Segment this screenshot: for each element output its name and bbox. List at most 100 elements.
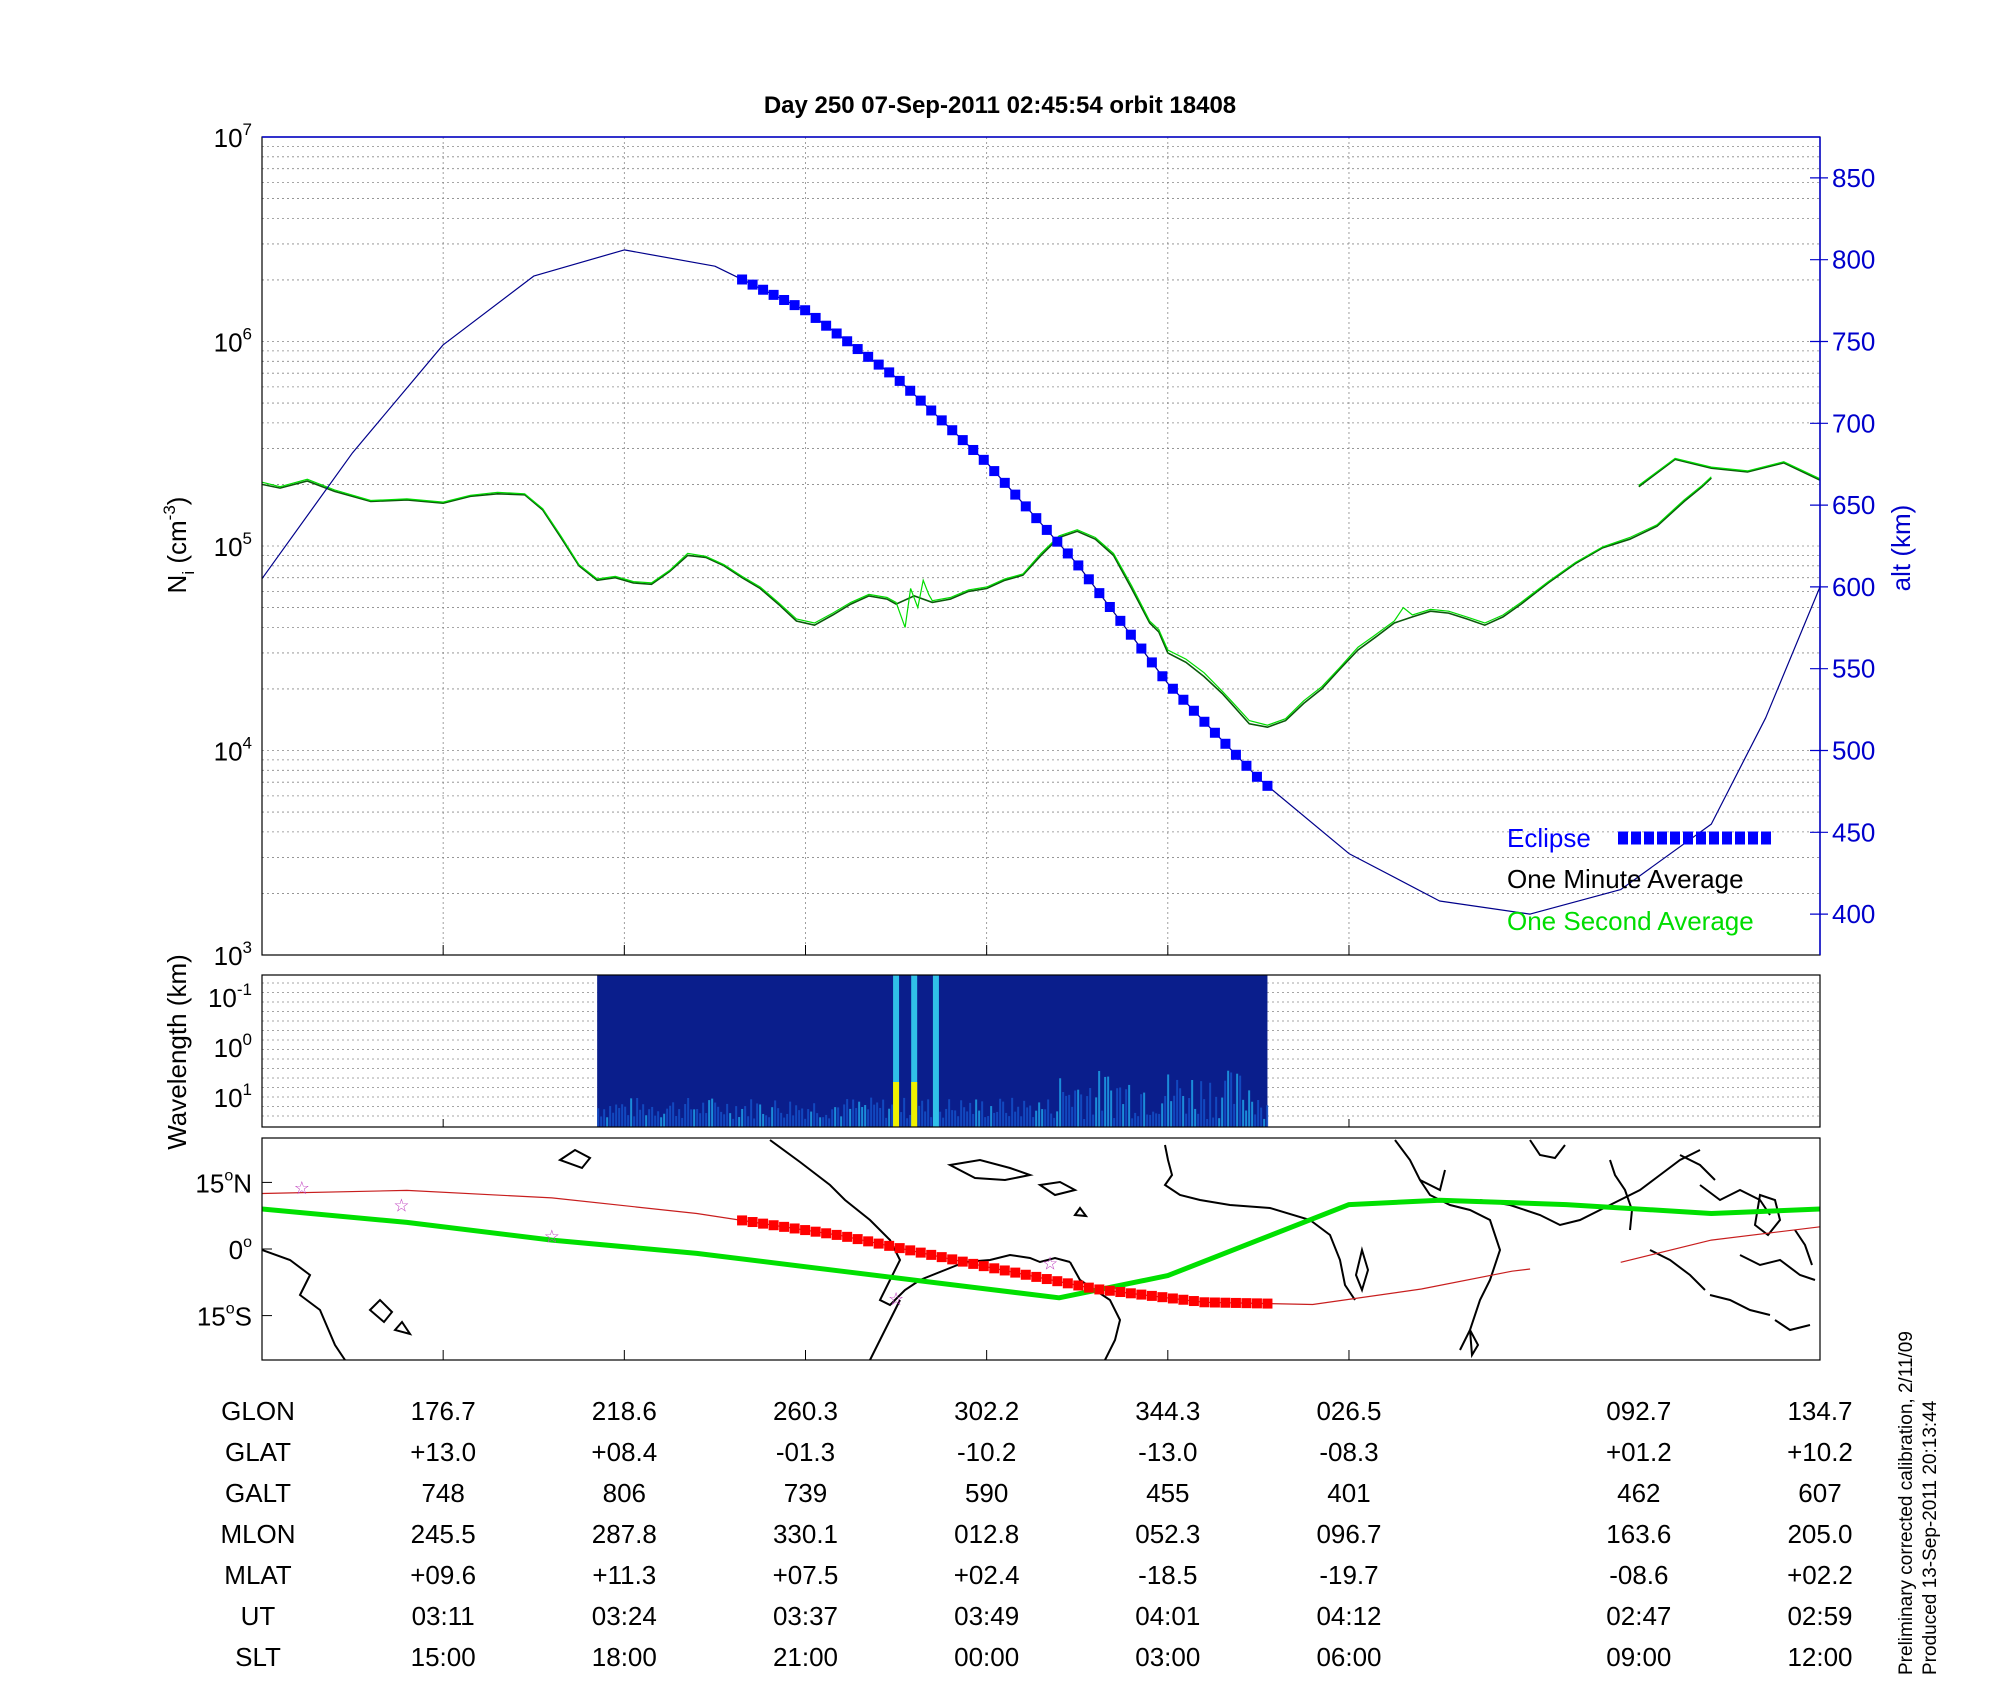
spectrogram-column xyxy=(882,1099,885,1127)
spectrogram-column xyxy=(609,1106,612,1127)
one-minute-average-line xyxy=(261,477,1712,729)
table-cell: 04:12 xyxy=(1316,1601,1381,1631)
spectrogram-column xyxy=(852,1099,855,1127)
eclipse-marker xyxy=(978,454,989,465)
y-tick-label: 104 xyxy=(214,734,252,767)
spectrogram-column xyxy=(1227,1070,1230,1127)
eclipse-marker xyxy=(1262,780,1273,791)
spectrogram-column xyxy=(1035,1110,1038,1127)
map-tracks: ☆ ☆ ☆ ☆ ☆ xyxy=(262,1178,1820,1309)
eclipse-marker xyxy=(1073,560,1084,571)
table-cell: 739 xyxy=(784,1478,827,1508)
eclipse-track-marker xyxy=(999,1265,1010,1276)
y-tick-exponent: 3 xyxy=(243,938,252,957)
spectrogram-column xyxy=(1233,1103,1236,1127)
spectrogram-column xyxy=(954,1110,957,1127)
map-y-tick-symbol: o xyxy=(243,1234,252,1251)
spectrogram-y-tick-base: 10 xyxy=(214,1083,243,1113)
table-cell: 052.3 xyxy=(1135,1519,1200,1549)
orbit-track-tail xyxy=(1620,1226,1820,1263)
spectrogram-column xyxy=(1260,1107,1263,1127)
spectrogram-column xyxy=(903,1097,906,1127)
spectrogram-column xyxy=(1182,1095,1185,1127)
spectrogram-column xyxy=(870,1097,873,1127)
spectrogram-column xyxy=(762,1113,765,1127)
spectrogram-y-tick-base: 10 xyxy=(208,983,237,1013)
spectrogram-column xyxy=(669,1105,672,1127)
table-row-label: UT xyxy=(241,1601,276,1631)
eclipse-track-marker xyxy=(1104,1285,1115,1296)
spectrogram-column xyxy=(1026,1107,1029,1127)
spectrogram-column xyxy=(1209,1082,1212,1127)
spectrogram-column xyxy=(651,1106,654,1127)
table-cell: +09.6 xyxy=(410,1560,476,1590)
table-cell: 02:47 xyxy=(1606,1601,1671,1631)
table-cell: 026.5 xyxy=(1316,1396,1381,1426)
spectrogram-column xyxy=(765,1115,768,1127)
table-cell: -13.0 xyxy=(1138,1437,1197,1467)
spectrogram-column xyxy=(1218,1118,1221,1127)
table-cell: 012.8 xyxy=(954,1519,1019,1549)
spectrogram-column xyxy=(906,1118,909,1127)
table-cell: 607 xyxy=(1798,1478,1841,1508)
table-cell: +02.2 xyxy=(1787,1560,1853,1590)
spectrogram-column xyxy=(633,1116,636,1127)
spectrogram-column xyxy=(717,1106,720,1127)
spectrogram-column xyxy=(963,1107,966,1127)
eclipse-track-marker xyxy=(905,1245,916,1256)
eclipse-marker xyxy=(821,320,832,331)
table-row-label: GLON xyxy=(221,1396,295,1426)
spectrogram-column xyxy=(822,1117,825,1127)
table-cell: 205.0 xyxy=(1787,1519,1852,1549)
spectrogram-column xyxy=(1122,1104,1125,1127)
table-cell: 590 xyxy=(965,1478,1008,1508)
eclipse-marker xyxy=(947,425,958,436)
spectrogram-column xyxy=(630,1098,633,1127)
map-y-tick-symbol: o xyxy=(226,1301,235,1318)
spectrogram-column xyxy=(1038,1102,1041,1127)
y-tick-base: 10 xyxy=(214,123,243,153)
ground-track-line xyxy=(262,1197,1820,1301)
spectrogram-column xyxy=(879,1107,882,1127)
spectrogram-column xyxy=(831,1109,834,1127)
y-tick-label: 103 xyxy=(214,938,252,971)
y-tick-label: 106 xyxy=(214,325,252,358)
eclipse-track-marker xyxy=(863,1236,874,1247)
spectrogram-column xyxy=(747,1116,750,1127)
eclipse-track-marker xyxy=(789,1223,800,1234)
eclipse-marker xyxy=(758,284,769,295)
map-y-tick-degree: 15 xyxy=(197,1302,226,1332)
density-y-label: Ni (cm-3) xyxy=(160,497,198,594)
table-cell: 09:00 xyxy=(1606,1642,1671,1672)
spectrogram-column xyxy=(603,1109,606,1127)
spectrogram-column xyxy=(624,1106,627,1127)
spectrogram-column xyxy=(1239,1075,1242,1127)
spectrogram-column xyxy=(978,1110,981,1127)
star-icon: ☆ xyxy=(1042,1253,1058,1273)
eclipse-track-marker xyxy=(747,1217,758,1228)
spectrogram-column xyxy=(735,1106,738,1127)
spectrogram-column xyxy=(942,1117,945,1127)
eclipse-track-marker xyxy=(1062,1278,1073,1289)
spectrogram-column xyxy=(1167,1074,1170,1127)
spectrogram-column xyxy=(687,1097,690,1127)
footer-calibration: Preliminary corrected calibration, 2/11/… xyxy=(1896,1331,1917,1675)
spectrogram-column xyxy=(660,1117,663,1127)
spectrogram-column xyxy=(1158,1113,1161,1127)
spectrogram-column xyxy=(1191,1079,1194,1127)
table-cell: 302.2 xyxy=(954,1396,1019,1426)
table-row-label: GALT xyxy=(225,1478,291,1508)
spectrogram-column xyxy=(1149,1114,1152,1127)
altitude-tick-label: 700 xyxy=(1832,408,1875,438)
spectrogram-column xyxy=(636,1097,639,1127)
spectrogram-y-tick-exponent: 1 xyxy=(243,1080,252,1099)
spectrogram-column xyxy=(1032,1117,1035,1127)
table-cell: 134.7 xyxy=(1787,1396,1852,1426)
spectrogram-column xyxy=(1005,1112,1008,1127)
spectrogram-column xyxy=(1263,1118,1266,1127)
y-tick-label: 107 xyxy=(214,120,252,153)
table-cell: -18.5 xyxy=(1138,1560,1197,1590)
y-tick-base: 10 xyxy=(214,737,243,767)
spectrogram-bright-line xyxy=(893,975,900,1127)
spectrogram-column xyxy=(702,1102,705,1127)
